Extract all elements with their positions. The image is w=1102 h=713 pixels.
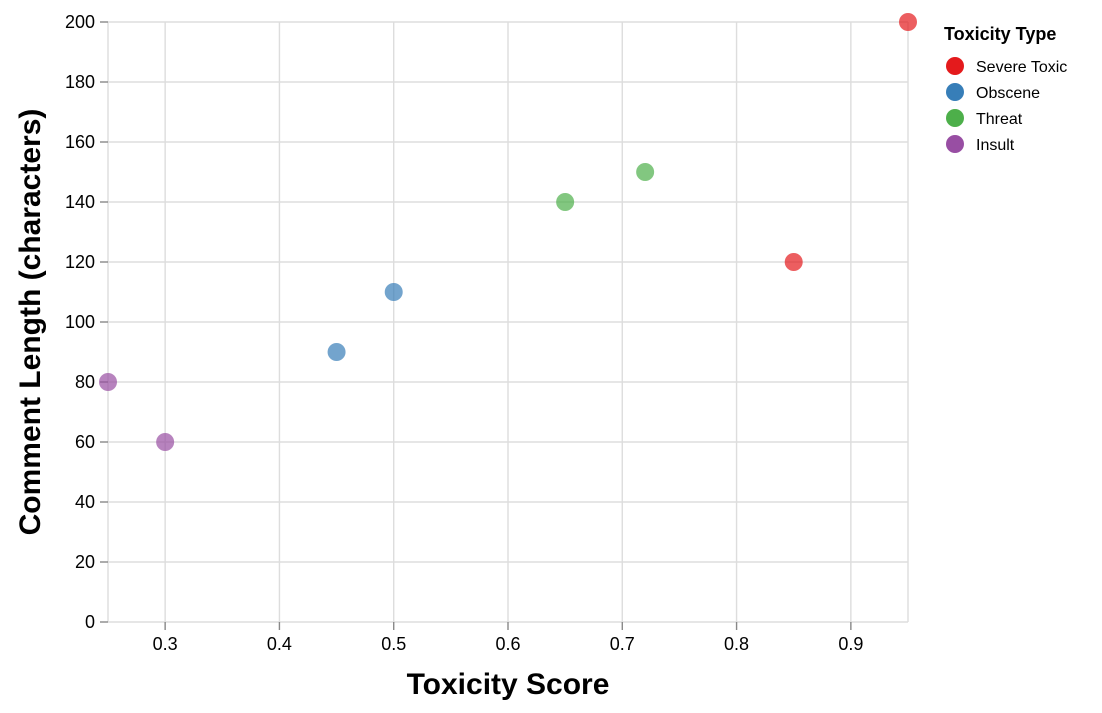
legend-items: Severe Toxic Obscene Threat Insult (946, 57, 1067, 154)
legend-label: Insult (976, 137, 1015, 154)
y-tick-label: 60 (75, 432, 95, 452)
grid-layer (107, 21, 909, 623)
y-tick-label: 100 (65, 312, 95, 332)
data-point[interactable] (556, 193, 575, 211)
data-point[interactable] (899, 13, 917, 31)
x-tick-label: 0.8 (724, 634, 749, 654)
data-point[interactable] (784, 253, 803, 271)
y-tick-label: 40 (75, 492, 95, 512)
data-point[interactable] (384, 283, 403, 301)
y-axis: 0 20 40 60 80 100 120 140 160 180 200 (65, 12, 108, 632)
y-tick-label: 0 (85, 612, 95, 632)
x-tick-label: 0.7 (610, 634, 635, 654)
y-tick-label: 120 (65, 252, 95, 272)
legend-swatch (946, 135, 964, 153)
x-tick-label: 0.5 (381, 634, 406, 654)
data-point[interactable] (99, 373, 117, 391)
data-point[interactable] (156, 433, 175, 451)
y-tick-label: 80 (75, 372, 95, 392)
data-point[interactable] (327, 343, 346, 361)
data-point[interactable] (636, 163, 655, 181)
y-tick-label: 20 (75, 552, 95, 572)
x-tick-label: 0.4 (267, 634, 292, 654)
legend-swatch (946, 57, 964, 75)
y-tick-label: 180 (65, 72, 95, 92)
legend-label: Threat (976, 111, 1023, 128)
legend-label: Severe Toxic (976, 59, 1067, 76)
y-axis-title: Comment Length (characters) (14, 109, 47, 536)
legend-label: Obscene (976, 85, 1040, 102)
y-tick-label: 140 (65, 192, 95, 212)
y-tick-label: 200 (65, 12, 95, 32)
x-axis: 0.3 0.4 0.5 0.6 0.7 0.8 0.9 (153, 622, 863, 654)
y-tick-label: 160 (65, 132, 95, 152)
x-tick-label: 0.6 (495, 634, 520, 654)
legend-title: Toxicity Type (944, 24, 1056, 44)
data-points (99, 13, 917, 451)
x-axis-title: Toxicity Score (407, 668, 610, 701)
legend: Toxicity Type Severe Toxic Obscene Threat I… (944, 24, 1067, 154)
legend-swatch (946, 83, 964, 101)
legend-swatch (946, 109, 964, 127)
x-tick-label: 0.3 (153, 634, 178, 654)
x-tick-label: 0.9 (838, 634, 863, 654)
